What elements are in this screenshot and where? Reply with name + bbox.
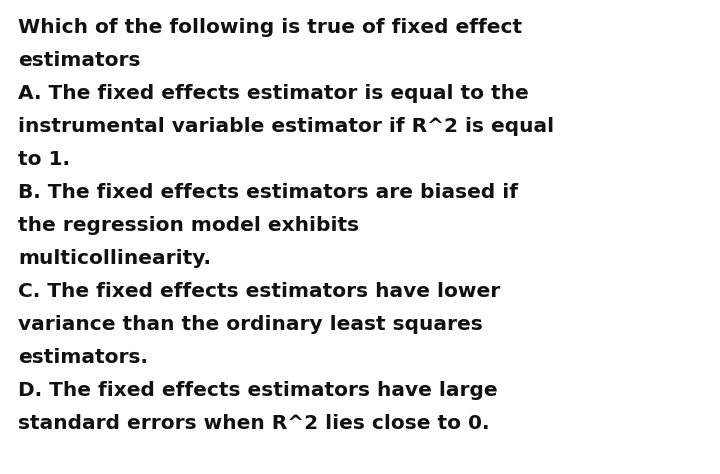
Text: B. The fixed effects estimators are biased if: B. The fixed effects estimators are bias… xyxy=(18,183,518,202)
Text: variance than the ordinary least squares: variance than the ordinary least squares xyxy=(18,315,482,334)
Text: to 1.: to 1. xyxy=(18,150,70,169)
Text: D. The fixed effects estimators have large: D. The fixed effects estimators have lar… xyxy=(18,381,498,400)
Text: C. The fixed effects estimators have lower: C. The fixed effects estimators have low… xyxy=(18,282,500,301)
Text: Which of the following is true of fixed effect: Which of the following is true of fixed … xyxy=(18,18,522,37)
Text: the regression model exhibits: the regression model exhibits xyxy=(18,216,359,235)
Text: multicollinearity.: multicollinearity. xyxy=(18,249,211,268)
Text: standard errors when R^2 lies close to 0.: standard errors when R^2 lies close to 0… xyxy=(18,414,490,433)
Text: estimators: estimators xyxy=(18,51,140,70)
Text: estimators.: estimators. xyxy=(18,348,148,367)
Text: A. The fixed effects estimator is equal to the: A. The fixed effects estimator is equal … xyxy=(18,84,528,103)
Text: instrumental variable estimator if R^2 is equal: instrumental variable estimator if R^2 i… xyxy=(18,117,554,136)
